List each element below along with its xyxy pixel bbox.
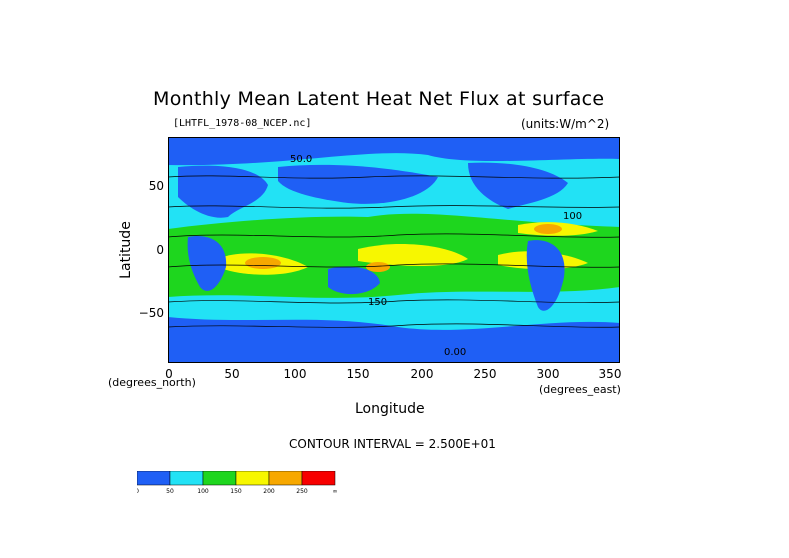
peak-coral-sea (366, 262, 390, 272)
land-north-america (468, 162, 568, 209)
land-australia (328, 266, 380, 295)
file-label: [LHTFL_1978-08_NCEP.nc] (173, 118, 312, 129)
x-tick: 0 (165, 367, 173, 381)
colorbar-swatch (301, 471, 336, 486)
x-tick: 150 (346, 367, 370, 381)
colorbar-label: 200 (263, 488, 275, 495)
arctic-region (168, 137, 620, 166)
contour-label: 0.00 (444, 347, 466, 358)
y-axis-unit: (degrees_north) (108, 376, 196, 389)
colorbar-swatches (137, 471, 336, 486)
colorbar-swatch (202, 471, 237, 486)
land-south-america (526, 240, 565, 311)
x-axis-label: Longitude (355, 401, 425, 417)
x-tick: 300 (536, 367, 560, 381)
colorbar-labels: 0 50 100 150 200 250 ∞ (137, 488, 338, 495)
contour-label: 150 (368, 297, 387, 308)
colorbar-label: 0 (137, 488, 139, 495)
contour-lines (168, 175, 620, 328)
colorbar-swatch (137, 471, 171, 486)
colorbar-swatch (235, 471, 270, 486)
y-axis-label: Latitude (118, 221, 134, 279)
map-border (168, 137, 620, 363)
colorbar-label: 100 (197, 488, 209, 495)
land-africa-south (187, 236, 227, 291)
land-europe-africa-north (178, 165, 268, 218)
y-tick: 50 (148, 179, 164, 193)
x-axis-unit: (degrees_east) (539, 383, 621, 396)
colorbar-label: ∞ (333, 488, 338, 495)
southern-ocean (168, 317, 620, 363)
x-tick: 100 (283, 367, 307, 381)
peak-atlantic (534, 224, 562, 234)
contour-label: 50.0 (290, 154, 312, 165)
pacific-subtropic (358, 244, 468, 266)
y-tick: −50 (138, 306, 164, 320)
flux-map: 50.0 100 150 0.00 (168, 137, 620, 363)
y-tick: 0 (156, 243, 164, 257)
contour-interval-note: CONTOUR INTERVAL = 2.500E+01 (289, 437, 496, 451)
x-tick: 200 (410, 367, 434, 381)
colorbar-swatch (268, 471, 303, 486)
colorbar-swatch (169, 471, 204, 486)
map-title: Monthly Mean Latent Heat Net Flux at sur… (153, 88, 605, 110)
land-asia (278, 164, 438, 204)
colorbar-label: 250 (296, 488, 308, 495)
colorbar-label: 150 (230, 488, 242, 495)
colorbar: 0 50 100 150 200 250 ∞ (137, 471, 338, 495)
units-label: (units:W/m^2) (521, 117, 610, 131)
x-tick: 350 (598, 367, 622, 381)
x-tick: 50 (224, 367, 240, 381)
colorbar-label: 50 (166, 488, 174, 495)
x-tick: 250 (473, 367, 497, 381)
peak-indian (245, 257, 281, 269)
contour-label: 100 (563, 211, 582, 222)
